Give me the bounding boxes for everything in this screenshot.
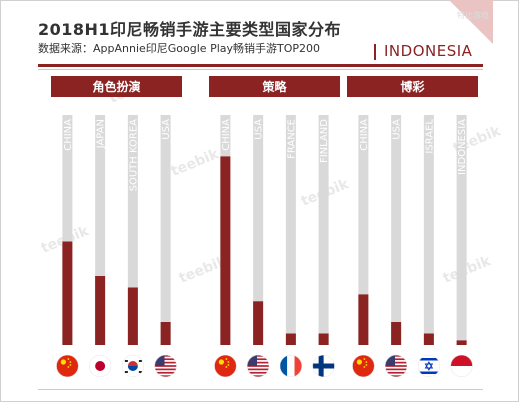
chart-group: 策略 CHINA USA FRANCE FINLAND bbox=[209, 76, 340, 377]
bar-track bbox=[285, 115, 296, 345]
bar-track bbox=[127, 115, 138, 345]
country-tag: INDONESIA bbox=[373, 42, 473, 60]
bar-label: CHINA bbox=[221, 119, 232, 151]
bar-label: FRANCE bbox=[286, 119, 297, 159]
corner-watermark: 特比游戏 bbox=[457, 11, 489, 20]
bottom-rule bbox=[38, 389, 483, 390]
bar-label: USA bbox=[392, 119, 403, 140]
page-title: 2018H1印尼畅销手游主要类型国家分布 bbox=[38, 20, 342, 39]
bar bbox=[220, 156, 231, 345]
data-source: 数据来源：AppAnnie印尼Google Play畅销手游TOP200 bbox=[38, 42, 321, 55]
category-label: 策略 bbox=[262, 79, 287, 94]
flag-cn-icon bbox=[352, 355, 375, 377]
bar bbox=[127, 287, 138, 345]
flag-us-icon bbox=[385, 355, 408, 377]
flag-id-icon bbox=[450, 355, 473, 377]
header-rule-thin bbox=[38, 69, 483, 70]
flag-cn-icon bbox=[214, 355, 237, 377]
bar-track bbox=[456, 115, 467, 345]
bar-track bbox=[253, 115, 264, 345]
bar-track bbox=[423, 115, 434, 345]
flag-il-icon bbox=[417, 355, 440, 377]
bar bbox=[62, 241, 73, 345]
flag-jp-icon bbox=[89, 355, 112, 377]
bar bbox=[456, 340, 467, 345]
bar-track bbox=[391, 115, 402, 345]
bar bbox=[95, 276, 106, 345]
bar-track bbox=[358, 115, 369, 345]
category-label: 角色扮演 bbox=[92, 79, 140, 94]
bar-label: ISRAEL bbox=[424, 119, 435, 154]
bar bbox=[160, 322, 171, 345]
bar bbox=[253, 301, 264, 345]
flag-fi-icon bbox=[312, 355, 335, 377]
chart-group: 角色扮演 CHINA JAPAN SOUTH KOREA USA bbox=[51, 76, 182, 377]
bar bbox=[285, 333, 296, 345]
flag-us-icon bbox=[154, 355, 177, 377]
corner-decoration bbox=[449, 0, 493, 44]
category-header bbox=[209, 76, 340, 97]
bar-label: SOUTH KOREA bbox=[128, 119, 139, 191]
bar bbox=[358, 294, 369, 345]
bar-label: CHINA bbox=[359, 119, 370, 151]
bar-label: USA bbox=[254, 119, 265, 140]
bar-label: CHINA bbox=[63, 119, 74, 151]
bar-track bbox=[318, 115, 329, 345]
category-label: 博彩 bbox=[400, 79, 424, 94]
bar-label: INDONESIA bbox=[457, 119, 468, 175]
bar bbox=[391, 322, 402, 345]
bar-label: JAPAN bbox=[96, 119, 107, 149]
bar bbox=[423, 333, 434, 345]
bar-label: USA bbox=[161, 119, 172, 140]
category-header bbox=[51, 76, 182, 97]
bar-track bbox=[160, 115, 171, 345]
bar-label: FINLAND bbox=[319, 119, 330, 163]
flag-fr-icon bbox=[279, 355, 302, 377]
category-header bbox=[347, 76, 478, 97]
header-rule bbox=[38, 64, 483, 67]
bar-track bbox=[62, 115, 73, 345]
bar-track bbox=[95, 115, 106, 345]
flag-cn-icon bbox=[56, 355, 79, 377]
flag-us-icon bbox=[247, 355, 270, 377]
chart-group: 博彩 CHINA USA ISRAEL INDONESIA bbox=[347, 76, 478, 377]
flag-kr-icon bbox=[121, 355, 144, 377]
bar bbox=[318, 333, 329, 345]
